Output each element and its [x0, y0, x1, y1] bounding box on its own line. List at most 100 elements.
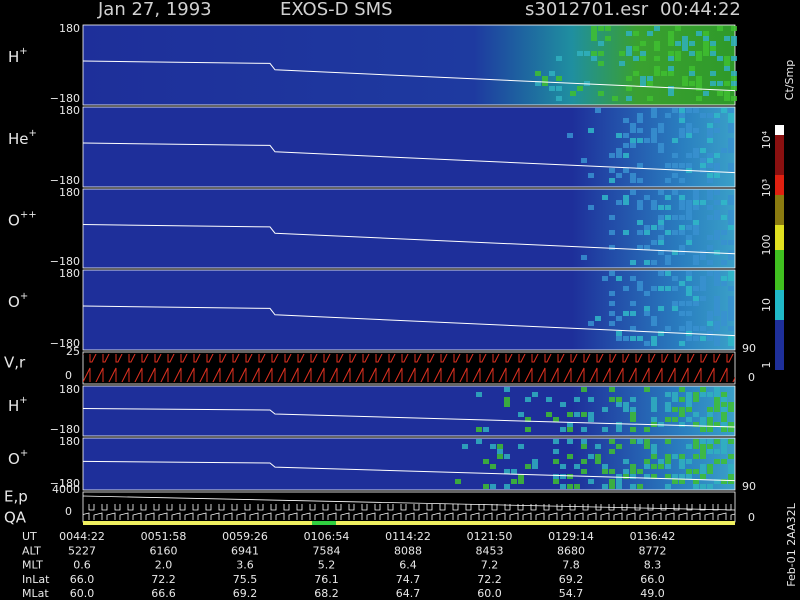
spectrogram-cell	[672, 392, 678, 397]
colorbar-ticks: 10⁴ 10³ 100 10 1	[760, 130, 773, 368]
spectrogram-cell	[682, 76, 688, 81]
spectrogram-cell	[556, 76, 562, 81]
spectrogram-cell	[672, 479, 678, 484]
spectrogram-cell	[682, 46, 688, 51]
spectrogram-cell	[651, 321, 657, 326]
spectrogram-cell	[560, 484, 566, 489]
spectrogram-cell	[672, 306, 678, 311]
spectrogram-cell	[630, 336, 636, 341]
species-name: He	[8, 130, 29, 148]
spectrogram-cell	[644, 230, 650, 235]
spectrogram-cell	[728, 464, 734, 469]
spectrogram-cell	[644, 444, 650, 449]
spectrogram-cell	[581, 459, 587, 464]
axis-min: −180	[50, 174, 80, 187]
table-cell: 8772	[639, 544, 667, 557]
spectrogram-cell	[630, 397, 636, 402]
spectrogram-cell	[731, 36, 737, 41]
spectrogram-cell	[693, 225, 699, 230]
spectrogram-cell	[731, 71, 737, 76]
spectrogram-cell	[637, 230, 643, 235]
spectrogram-cell	[686, 444, 692, 449]
spectrogram-cell	[630, 311, 636, 316]
spectrogram-cell	[714, 336, 720, 341]
spectrogram-cell	[637, 178, 643, 183]
spectrogram-cell	[679, 412, 685, 417]
spectrogram-cell	[560, 474, 566, 479]
spectrogram-cell	[630, 484, 636, 489]
spectrogram-cell	[518, 474, 524, 479]
spectrogram-cell	[696, 81, 702, 86]
spectrogram-cell	[658, 286, 664, 291]
spectrogram-cell	[616, 422, 622, 427]
spectrogram-cell	[679, 407, 685, 412]
spectrogram-cell	[630, 412, 636, 417]
spectrogram-cell	[553, 479, 559, 484]
table-cell: 2.0	[155, 559, 173, 572]
spectrogram-cell	[644, 427, 650, 432]
spectrogram-cell	[714, 281, 720, 286]
row-label: UT	[22, 530, 37, 543]
spectrogram-cell	[728, 163, 734, 168]
spectrogram-cell	[728, 326, 734, 331]
spectrogram-cell	[609, 321, 615, 326]
spectrogram-cell	[630, 439, 636, 444]
spectrogram-cell	[525, 427, 531, 432]
spectrogram-cell	[728, 469, 734, 474]
spectrogram-cell	[672, 190, 678, 195]
table-cell: 3.6	[236, 559, 254, 572]
spectrogram-cell	[717, 56, 723, 61]
spectrogram-cell	[588, 417, 594, 422]
spectrogram-cell	[616, 484, 622, 489]
spectrogram-cell	[714, 128, 720, 133]
spectrogram-cell	[647, 96, 653, 101]
energy-trace	[83, 504, 735, 520]
spectrogram-cell	[707, 422, 713, 427]
table-cell: 64.7	[396, 587, 421, 600]
spectrogram-cell	[700, 326, 706, 331]
spectrogram-cell	[714, 153, 720, 158]
spectrogram-cell	[693, 108, 699, 113]
spectrogram-cell	[686, 123, 692, 128]
spectrogram-cell	[644, 341, 650, 346]
spectrogram-cell	[686, 163, 692, 168]
spectrogram-cell	[707, 311, 713, 316]
spectrogram-cell	[700, 464, 706, 469]
spectrogram-cell	[640, 41, 646, 46]
spectrogram-cell	[609, 245, 615, 250]
spectrogram-cell	[623, 407, 629, 412]
spectrogram-cell	[665, 178, 671, 183]
spectrogram-cell	[623, 459, 629, 464]
date: Jan 27, 1993	[97, 0, 212, 20]
spectrogram-cell	[560, 402, 566, 407]
spectrogram-cell	[644, 464, 650, 469]
spectrogram-cell	[728, 306, 734, 311]
spectrogram-cell	[654, 56, 660, 61]
spectrogram-cell	[686, 286, 692, 291]
spectrogram-cell	[686, 326, 692, 331]
spectrogram-cell	[728, 108, 734, 113]
spectrogram-cell	[595, 459, 601, 464]
spectrogram-cell	[707, 123, 713, 128]
pitch-trace	[82, 60, 736, 92]
colorbar-tick-label: 10³	[760, 179, 773, 197]
spectrogram-cell	[693, 301, 699, 306]
spectrogram-cell	[637, 281, 643, 286]
spectrogram-cell	[700, 286, 706, 291]
spectrogram-cell	[532, 459, 538, 464]
spectrogram-cell	[616, 331, 622, 336]
spectrogram-cell	[588, 321, 594, 326]
spectrogram-cell	[668, 71, 674, 76]
spectrogram-cell	[703, 31, 709, 36]
spectrogram-cell	[588, 412, 594, 417]
spectrogram-cell	[602, 464, 608, 469]
spectrogram-cell	[567, 474, 573, 479]
spectrogram-cell	[728, 454, 734, 459]
spectrogram-cell	[703, 41, 709, 46]
spectrogram-cell	[703, 91, 709, 96]
spectrogram-cell	[658, 271, 664, 276]
velocity-right-max: 90	[742, 342, 756, 355]
spectrogram-cell	[637, 163, 643, 168]
spectrogram-cell	[665, 407, 671, 412]
spectrogram-cell	[714, 397, 720, 402]
